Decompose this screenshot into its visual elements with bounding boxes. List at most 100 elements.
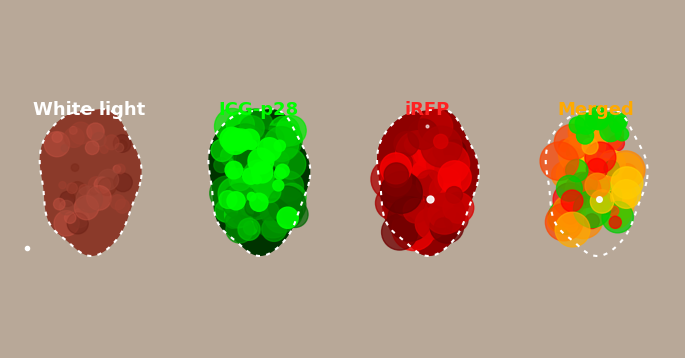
Circle shape bbox=[258, 138, 282, 161]
Circle shape bbox=[401, 152, 439, 190]
Circle shape bbox=[45, 131, 70, 157]
Circle shape bbox=[282, 201, 308, 227]
Circle shape bbox=[69, 127, 77, 134]
Circle shape bbox=[584, 118, 595, 129]
Circle shape bbox=[115, 199, 129, 213]
Circle shape bbox=[247, 192, 256, 201]
Circle shape bbox=[113, 165, 121, 173]
Circle shape bbox=[273, 171, 303, 201]
Circle shape bbox=[434, 134, 448, 149]
Circle shape bbox=[222, 184, 258, 219]
Circle shape bbox=[222, 129, 248, 154]
Circle shape bbox=[59, 200, 74, 215]
Circle shape bbox=[395, 196, 415, 216]
Circle shape bbox=[64, 212, 76, 223]
Circle shape bbox=[575, 173, 597, 194]
Circle shape bbox=[429, 175, 462, 207]
Circle shape bbox=[388, 183, 424, 219]
Circle shape bbox=[90, 187, 98, 195]
Circle shape bbox=[275, 164, 289, 178]
Circle shape bbox=[435, 168, 460, 194]
Circle shape bbox=[563, 163, 576, 176]
Circle shape bbox=[273, 180, 284, 191]
Circle shape bbox=[569, 116, 600, 148]
Circle shape bbox=[375, 187, 409, 219]
Circle shape bbox=[264, 201, 296, 233]
Circle shape bbox=[236, 144, 275, 182]
Circle shape bbox=[380, 171, 422, 213]
Circle shape bbox=[66, 183, 77, 193]
Circle shape bbox=[545, 203, 583, 241]
Circle shape bbox=[225, 161, 242, 179]
Circle shape bbox=[54, 211, 79, 236]
Circle shape bbox=[399, 148, 418, 167]
Circle shape bbox=[615, 127, 629, 141]
Circle shape bbox=[412, 162, 429, 178]
Circle shape bbox=[277, 207, 298, 228]
Circle shape bbox=[619, 186, 631, 198]
Circle shape bbox=[577, 155, 594, 172]
Circle shape bbox=[258, 126, 284, 153]
Circle shape bbox=[556, 175, 582, 201]
Circle shape bbox=[98, 169, 119, 190]
Circle shape bbox=[444, 140, 466, 162]
Circle shape bbox=[115, 143, 124, 152]
Circle shape bbox=[380, 153, 412, 184]
Circle shape bbox=[70, 209, 89, 228]
Circle shape bbox=[434, 218, 452, 236]
Circle shape bbox=[225, 213, 240, 228]
Circle shape bbox=[94, 177, 110, 193]
Polygon shape bbox=[208, 109, 310, 256]
Circle shape bbox=[403, 198, 427, 223]
Circle shape bbox=[608, 135, 625, 151]
Circle shape bbox=[269, 182, 301, 214]
Circle shape bbox=[229, 168, 251, 191]
Circle shape bbox=[239, 140, 267, 168]
Circle shape bbox=[556, 155, 595, 193]
Circle shape bbox=[392, 207, 436, 251]
Circle shape bbox=[274, 168, 286, 179]
Circle shape bbox=[565, 172, 601, 208]
Circle shape bbox=[588, 116, 623, 153]
Circle shape bbox=[272, 151, 289, 168]
Circle shape bbox=[243, 221, 258, 235]
Circle shape bbox=[53, 198, 65, 210]
Circle shape bbox=[226, 216, 253, 243]
Circle shape bbox=[262, 217, 286, 241]
Circle shape bbox=[602, 202, 634, 233]
Circle shape bbox=[259, 180, 281, 203]
Circle shape bbox=[226, 124, 264, 163]
Circle shape bbox=[87, 123, 104, 140]
Circle shape bbox=[240, 187, 273, 219]
Circle shape bbox=[269, 198, 284, 214]
Circle shape bbox=[271, 197, 303, 229]
Circle shape bbox=[589, 110, 609, 130]
Circle shape bbox=[586, 106, 608, 129]
Circle shape bbox=[67, 213, 88, 234]
Circle shape bbox=[235, 161, 266, 193]
Circle shape bbox=[260, 202, 279, 221]
Circle shape bbox=[445, 208, 468, 231]
Circle shape bbox=[274, 140, 286, 151]
Circle shape bbox=[577, 127, 594, 144]
Circle shape bbox=[379, 161, 405, 186]
Circle shape bbox=[573, 190, 610, 228]
Circle shape bbox=[593, 163, 611, 181]
Circle shape bbox=[70, 122, 92, 144]
Circle shape bbox=[569, 117, 586, 134]
Circle shape bbox=[276, 116, 306, 146]
Circle shape bbox=[575, 138, 589, 152]
Circle shape bbox=[585, 142, 616, 173]
Circle shape bbox=[611, 167, 643, 199]
Circle shape bbox=[60, 191, 75, 207]
Circle shape bbox=[609, 216, 621, 228]
Circle shape bbox=[577, 169, 617, 209]
Circle shape bbox=[561, 190, 583, 212]
Circle shape bbox=[609, 206, 619, 216]
Circle shape bbox=[238, 218, 260, 240]
Circle shape bbox=[404, 166, 435, 197]
Circle shape bbox=[553, 195, 585, 228]
Circle shape bbox=[612, 180, 640, 208]
Circle shape bbox=[590, 190, 614, 213]
Circle shape bbox=[597, 166, 613, 183]
